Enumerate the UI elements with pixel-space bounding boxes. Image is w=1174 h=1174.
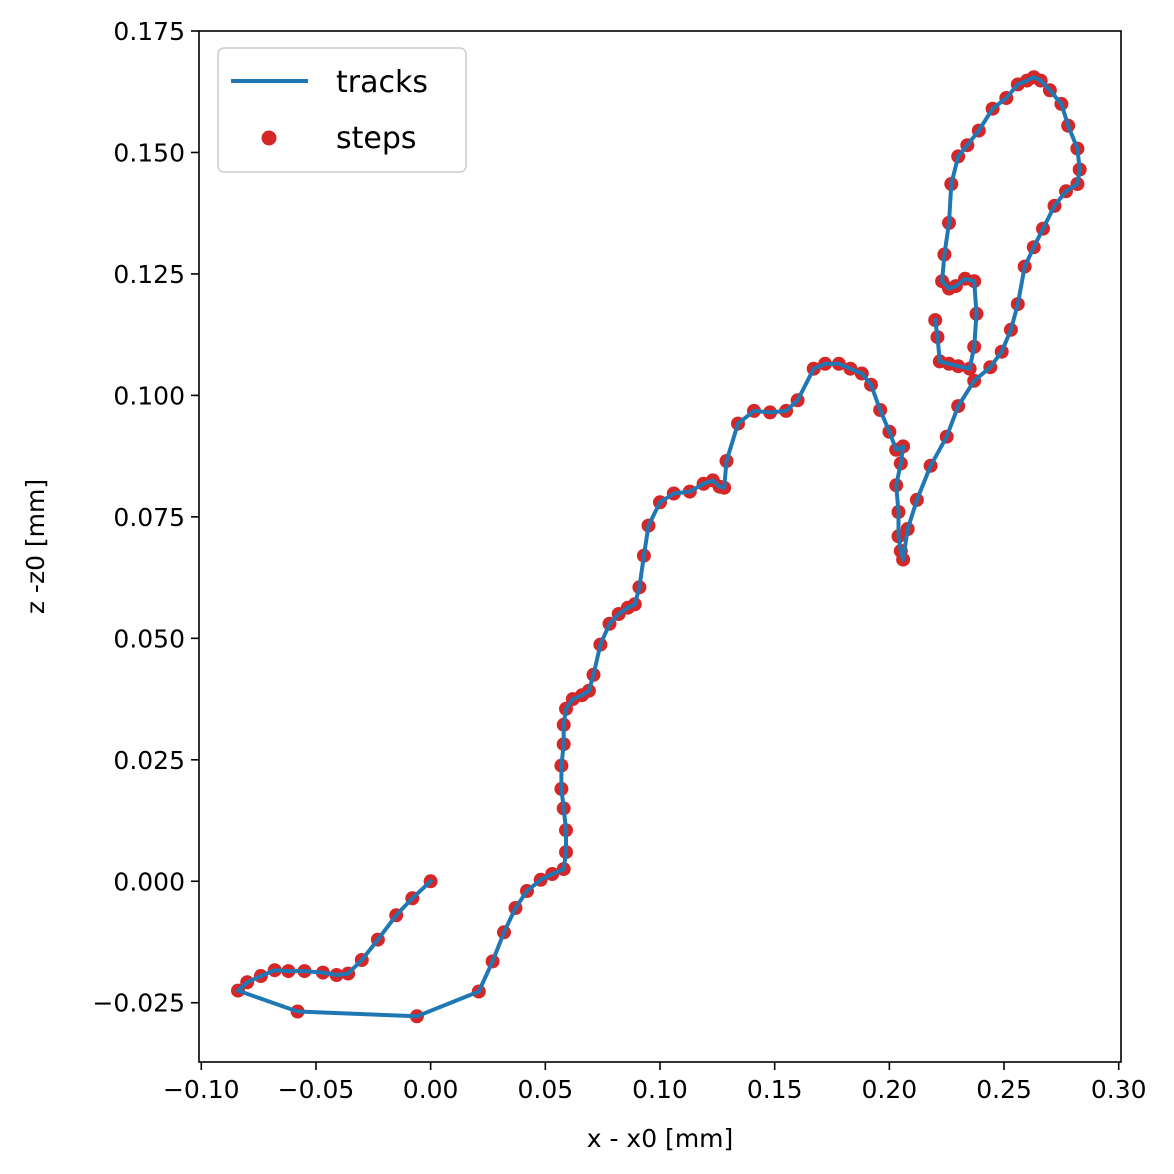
x-tick-label: −0.05 bbox=[278, 1075, 355, 1104]
y-tick-label: 0.175 bbox=[113, 17, 185, 46]
x-axis-label: x - x0 [mm] bbox=[587, 1124, 734, 1153]
x-tick-label: 0.20 bbox=[862, 1075, 918, 1104]
x-tick-label: 0.30 bbox=[1091, 1075, 1147, 1104]
y-tick-label: 0.100 bbox=[113, 381, 185, 410]
track-line bbox=[236, 75, 1082, 1019]
x-tick-label: −0.10 bbox=[163, 1075, 240, 1104]
x-tick-label: 0.00 bbox=[403, 1075, 459, 1104]
legend-label-tracks: tracks bbox=[336, 65, 428, 100]
x-tick-label: 0.05 bbox=[517, 1075, 573, 1104]
y-tick-label: 0.075 bbox=[113, 503, 185, 532]
legend-marker-swatch bbox=[261, 130, 277, 146]
y-tick-label: 0.025 bbox=[113, 746, 185, 775]
x-tick-label: 0.10 bbox=[632, 1075, 688, 1104]
y-axis-label: z -z0 [mm] bbox=[21, 479, 50, 614]
legend: tracks steps bbox=[217, 47, 467, 173]
y-tick-label: 0.150 bbox=[113, 138, 185, 167]
y-tick-label: 0.050 bbox=[113, 624, 185, 653]
y-tick-label: 0.000 bbox=[113, 867, 185, 896]
axis-ticks: −0.10 −0.05 0.00 0.05 0.10 0.15 0.20 0.25 0.30 −0… bbox=[92, 17, 1146, 1104]
y-tick-label: −0.025 bbox=[92, 989, 185, 1018]
x-tick-label: 0.25 bbox=[976, 1075, 1032, 1104]
plot-area bbox=[231, 70, 1087, 1024]
y-tick-label: 0.125 bbox=[113, 260, 185, 289]
x-tick-label: 0.15 bbox=[747, 1075, 803, 1104]
legend-label-steps: steps bbox=[336, 121, 417, 156]
